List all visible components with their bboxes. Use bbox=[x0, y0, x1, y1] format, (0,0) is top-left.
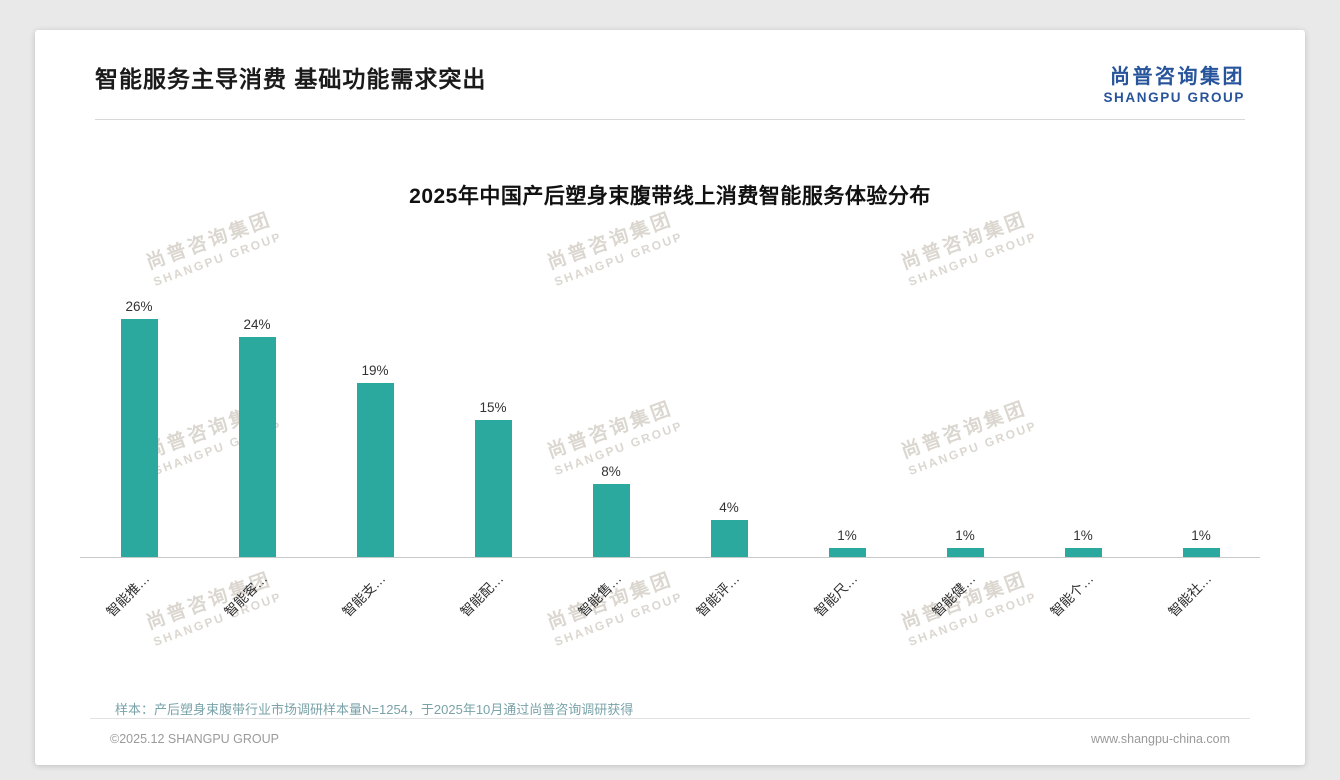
bar-column: 1% bbox=[906, 528, 1024, 557]
x-tick: 智能评… bbox=[670, 558, 788, 653]
x-axis-label: 智能评… bbox=[693, 570, 743, 620]
bar bbox=[828, 547, 866, 557]
x-axis-label: 智能客… bbox=[221, 570, 271, 620]
bar bbox=[1182, 547, 1220, 557]
x-tick: 智能售… bbox=[552, 558, 670, 653]
x-tick: 智能尺… bbox=[788, 558, 906, 653]
bar-column: 8% bbox=[552, 464, 670, 557]
x-axis-labels: 智能推… 智能客… 智能支… 智能配… 智能售… 智能评… 智能尺… 智能健… 智能个… 智能社… bbox=[80, 558, 1260, 653]
bar-column: 24% bbox=[198, 317, 316, 557]
sample-note: 样本：产后塑身束腹带行业市场调研样本量N=1254，于2025年10月通过尚普咨… bbox=[115, 702, 634, 717]
website-text: www.shangpu-china.com bbox=[1091, 732, 1230, 746]
copyright-text: ©2025.12 SHANGPU GROUP bbox=[110, 732, 279, 746]
x-tick: 智能推… bbox=[80, 558, 198, 653]
bar-value-label: 1% bbox=[837, 527, 857, 543]
bottom-bar: ©2025.12 SHANGPU GROUP www.shangpu-china… bbox=[90, 718, 1250, 746]
bar-column: 4% bbox=[670, 500, 788, 557]
bar bbox=[710, 520, 748, 557]
bar-column: 15% bbox=[434, 400, 552, 557]
slide-card: 尚普咨询集团 SHANGPU GROUP 尚普咨询集团 SHANGPU GROUP 尚普… bbox=[35, 30, 1305, 765]
bar bbox=[592, 483, 630, 557]
bar bbox=[1064, 547, 1102, 557]
x-axis-label: 智能支… bbox=[339, 570, 389, 620]
x-axis-label: 智能尺… bbox=[811, 570, 861, 620]
x-axis-label: 智能售… bbox=[575, 570, 625, 620]
bar-value-label: 8% bbox=[601, 463, 621, 479]
slide-content: 智能服务主导消费 基础功能需求突出 尚普咨询集团 SHANGPU GROUP 2… bbox=[35, 30, 1305, 765]
x-axis-label: 智能配… bbox=[457, 570, 507, 620]
bar bbox=[238, 337, 276, 557]
x-axis-label: 智能社… bbox=[1165, 570, 1215, 620]
bar bbox=[474, 419, 512, 557]
x-tick: 智能配… bbox=[434, 558, 552, 653]
bar-value-label: 1% bbox=[1191, 527, 1211, 543]
header: 智能服务主导消费 基础功能需求突出 尚普咨询集团 SHANGPU GROUP bbox=[95, 30, 1245, 120]
x-tick: 智能客… bbox=[198, 558, 316, 653]
bar-value-label: 1% bbox=[1073, 527, 1093, 543]
x-tick: 智能支… bbox=[316, 558, 434, 653]
x-axis-label: 智能个… bbox=[1047, 570, 1097, 620]
bar-column: 1% bbox=[1024, 528, 1142, 557]
bar-chart: 26% 24% 19% 15% 8% 4% 1% 1% 1% 1% 智能推… 智能客… 智能支… 智能配… bbox=[80, 210, 1260, 653]
x-tick: 智能社… bbox=[1142, 558, 1260, 653]
chart-title: 2025年中国产后塑身束腹带线上消费智能服务体验分布 bbox=[409, 185, 931, 208]
page-title: 智能服务主导消费 基础功能需求突出 bbox=[95, 66, 487, 92]
x-axis-label: 智能推… bbox=[103, 570, 153, 620]
bar-value-label: 19% bbox=[361, 363, 389, 379]
bar-value-label: 1% bbox=[955, 527, 975, 543]
bar bbox=[946, 547, 984, 557]
bar-value-label: 26% bbox=[125, 299, 153, 315]
bar-value-label: 15% bbox=[479, 399, 507, 415]
logo-cn-text: 尚普咨询集团 bbox=[1110, 66, 1245, 88]
bar-value-label: 24% bbox=[243, 317, 271, 333]
x-axis-label: 智能健… bbox=[929, 570, 979, 620]
company-logo: 尚普咨询集团 SHANGPU GROUP bbox=[1103, 60, 1245, 105]
bar-column: 1% bbox=[1142, 528, 1260, 557]
bar-value-label: 4% bbox=[719, 500, 739, 516]
x-tick: 智能个… bbox=[1024, 558, 1142, 653]
bar-column: 1% bbox=[788, 528, 906, 557]
bar-column: 19% bbox=[316, 363, 434, 557]
bar bbox=[120, 319, 158, 557]
x-tick: 智能健… bbox=[906, 558, 1024, 653]
logo-en-text: SHANGPU GROUP bbox=[1103, 90, 1245, 105]
bar-column: 26% bbox=[80, 299, 198, 557]
bars-row: 26% 24% 19% 15% 8% 4% 1% 1% 1% 1% bbox=[80, 298, 1260, 558]
bar bbox=[356, 383, 394, 557]
